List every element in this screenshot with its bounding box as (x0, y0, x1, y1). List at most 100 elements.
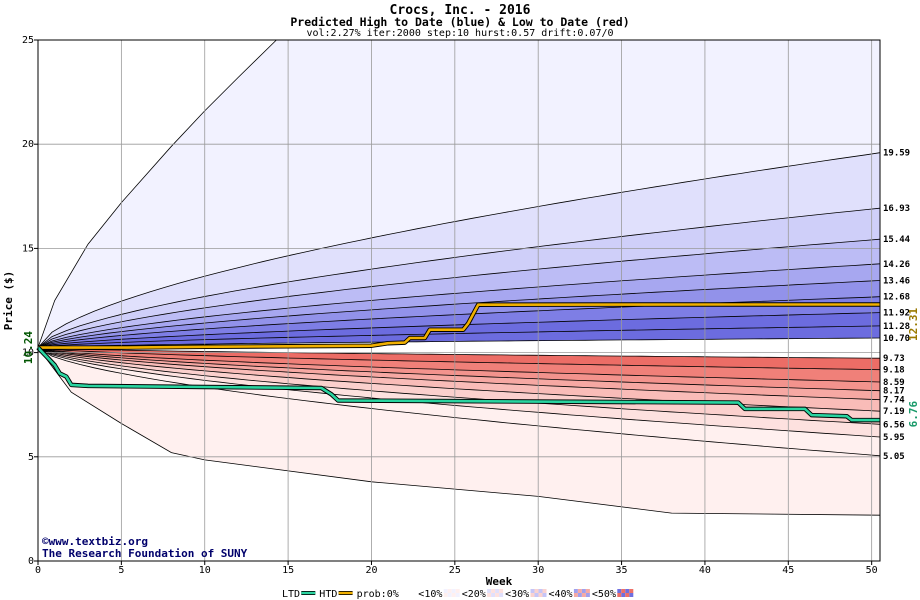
data-series (36, 302, 880, 423)
outer-high-curve (37, 39, 277, 348)
legend-checker-cell (455, 593, 460, 597)
legend-checker-cell (581, 589, 586, 593)
legend-checker-cell (451, 589, 456, 593)
legend-checker-cell (621, 589, 626, 593)
legend-checker-cell (617, 593, 622, 597)
legend-checker-cell (408, 589, 413, 593)
legend-checker-cell (573, 593, 578, 597)
legend-label-prob0: prob:0% (357, 589, 399, 600)
band-boundary-line (37, 347, 881, 359)
band-end-label: 7.74 (883, 396, 905, 406)
legend: LTD HTD prob:0% <10% <20% <30% <40% <50% (282, 589, 634, 600)
legend-label-20: <20% (462, 589, 486, 600)
band-boundary-line (37, 347, 881, 371)
legend-checker-cell (621, 593, 626, 597)
legend-checker-cell (404, 589, 409, 593)
series-line-htd (38, 303, 880, 349)
legend-checker-cell (408, 593, 413, 597)
legend-checker-cell (617, 589, 622, 593)
legend-swatch-checker (400, 589, 417, 597)
x-tick-label: 25 (449, 565, 461, 576)
band-end-label: 8.59 (883, 378, 905, 388)
legend-checker-cell (412, 589, 417, 593)
band-blue-5 (38, 280, 880, 348)
legend-checker-cell (447, 593, 452, 597)
band-end-label: 10.70 (883, 334, 910, 344)
watermark-line: ©www.textbiz.org (42, 535, 148, 548)
band-end-label: 9.73 (883, 354, 905, 364)
band-end-label: 13.46 (883, 276, 910, 286)
band-boundary-line (37, 325, 881, 348)
legend-checker-cell (577, 593, 582, 597)
x-axis-label: Week (486, 575, 513, 588)
chart-subtitle: Predicted High to Date (blue) & Low to D… (290, 15, 630, 29)
legend-checker-cell (495, 593, 500, 597)
x-tick-label: 20 (365, 565, 377, 576)
band-red-3 (38, 347, 880, 391)
x-tick-label: 0 (35, 565, 41, 576)
band-blue-outer (38, 40, 880, 348)
legend-checker-cell (455, 589, 460, 593)
htd-end-label: 12.31 (907, 308, 920, 341)
band-boundary-line (37, 347, 881, 392)
band-boundary-line (37, 238, 881, 348)
legend-checker-cell (538, 593, 543, 597)
band-end-label: 19.59 (883, 149, 910, 159)
band-red-5 (38, 347, 880, 412)
x-tick-label: 40 (699, 565, 711, 576)
band-red-2 (38, 347, 880, 382)
y-tick-label: 15 (22, 243, 34, 254)
probability-bands (37, 40, 881, 561)
legend-checker-cell (629, 589, 634, 593)
band-end-label: 9.18 (883, 366, 905, 376)
legend-swatch-checker (617, 589, 634, 597)
legend-checker-cell (625, 593, 630, 597)
band-boundary-line (37, 152, 881, 348)
legend-label-10: <10% (418, 589, 442, 600)
band-boundary-line (37, 207, 881, 348)
band-boundary-line (37, 263, 881, 348)
legend-checker-cell (534, 593, 539, 597)
band-boundary-line (37, 347, 881, 425)
legend-checker-cell (487, 589, 492, 593)
start-price-label: 10.24 (22, 331, 35, 364)
band-end-label: 12.68 (883, 293, 910, 303)
legend-swatch-checker (487, 589, 504, 597)
legend-checker-cell (629, 593, 634, 597)
watermark-line: The Research Foundation of SUNY (42, 547, 248, 560)
series-line-ltd (37, 346, 880, 422)
legend-label-ltd: LTD (282, 589, 300, 600)
series-end-labels: 12.31 6.76 (907, 308, 920, 428)
legend-checker-cell (400, 593, 405, 597)
legend-label-30: <30% (505, 589, 529, 600)
legend-checker-cell (538, 589, 543, 593)
legend-checker-cell (491, 593, 496, 597)
y-tick-label: 0 (28, 556, 34, 567)
axes: 0 5 10 15 20 25 30 35 40 45 50 0 5 10 15 20 25 Week Price … (2, 35, 881, 588)
band-end-label: 11.28 (883, 322, 910, 332)
band-blue-4 (38, 263, 880, 348)
plot-frame (37, 39, 881, 562)
legend-label-htd: HTD (319, 589, 337, 600)
legend-checker-cell (443, 593, 448, 597)
legend-checker-cell (530, 589, 535, 593)
band-red-4 (38, 347, 880, 400)
band-boundary-line (37, 347, 881, 438)
legend-checker-cell (499, 589, 504, 593)
band-red-6 (38, 347, 880, 425)
legend-checker-cell (542, 589, 547, 593)
band-end-label: 5.95 (883, 433, 905, 443)
band-boundary-line (37, 337, 881, 348)
band-red-1 (38, 347, 880, 370)
ltd-end-label: 6.76 (907, 401, 920, 428)
band-end-label: 8.17 (883, 387, 905, 397)
legend-checker-cell (487, 593, 492, 597)
legend-checker-cell (404, 593, 409, 597)
y-tick-label: 5 (28, 452, 34, 463)
x-tick-label: 10 (199, 565, 211, 576)
band-end-label: 7.19 (883, 407, 905, 417)
legend-checker-cell (625, 589, 630, 593)
x-tick-label: 45 (782, 565, 794, 576)
